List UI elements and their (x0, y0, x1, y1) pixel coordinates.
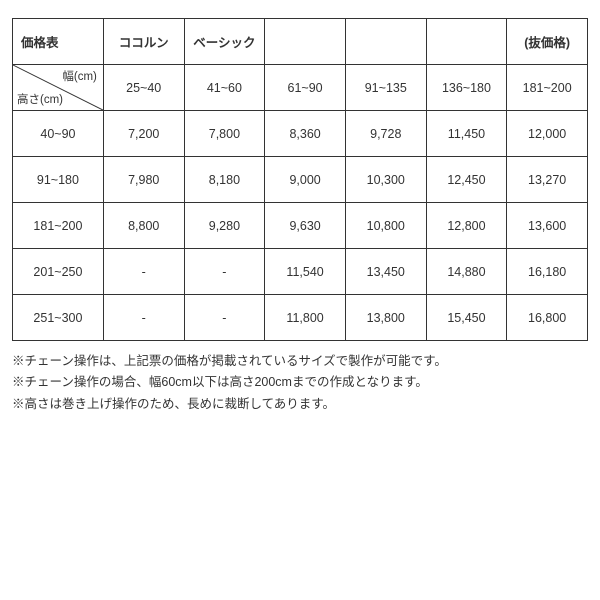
price-cell: 9,280 (184, 203, 265, 249)
price-cell: - (103, 249, 184, 295)
header-empty-3 (426, 19, 507, 65)
width-col-5: 181~200 (507, 65, 588, 111)
price-cell: 13,800 (345, 295, 426, 341)
height-label-cell: 40~90 (13, 111, 104, 157)
header-row-2: 幅(cm) 高さ(cm) 25~40 41~60 61~90 91~135 13… (13, 65, 588, 111)
price-cell: 7,800 (184, 111, 265, 157)
diagonal-header-cell: 幅(cm) 高さ(cm) (13, 65, 104, 111)
table-row: 91~180 7,980 8,180 9,000 10,300 12,450 1… (13, 157, 588, 203)
price-cell: 16,800 (507, 295, 588, 341)
table-row: 40~90 7,200 7,800 8,360 9,728 11,450 12,… (13, 111, 588, 157)
height-label-cell: 251~300 (13, 295, 104, 341)
width-col-3: 91~135 (345, 65, 426, 111)
price-cell: 7,200 (103, 111, 184, 157)
table-row: 181~200 8,800 9,280 9,630 10,800 12,800 … (13, 203, 588, 249)
brand-cell-1: ココルン (103, 19, 184, 65)
table-row: 201~250 - - 11,540 13,450 14,880 16,180 (13, 249, 588, 295)
price-type-cell: (抜価格) (507, 19, 588, 65)
width-col-0: 25~40 (103, 65, 184, 111)
price-cell: 13,600 (507, 203, 588, 249)
price-cell: 8,800 (103, 203, 184, 249)
header-empty-2 (345, 19, 426, 65)
price-cell: - (103, 295, 184, 341)
width-col-2: 61~90 (265, 65, 346, 111)
price-cell: 13,270 (507, 157, 588, 203)
price-cell: 9,630 (265, 203, 346, 249)
width-label: 幅(cm) (62, 68, 97, 84)
price-cell: 14,880 (426, 249, 507, 295)
height-label-cell: 181~200 (13, 203, 104, 249)
header-empty-1 (265, 19, 346, 65)
height-label-cell: 91~180 (13, 157, 104, 203)
price-cell: 12,800 (426, 203, 507, 249)
price-cell: 10,300 (345, 157, 426, 203)
price-cell: 8,180 (184, 157, 265, 203)
price-cell: 11,800 (265, 295, 346, 341)
note-line: ※チェーン操作は、上記票の価格が掲載されているサイズで製作が可能です。 (12, 351, 588, 372)
price-cell: 16,180 (507, 249, 588, 295)
price-cell: 9,000 (265, 157, 346, 203)
price-cell: 12,000 (507, 111, 588, 157)
width-col-4: 136~180 (426, 65, 507, 111)
price-cell: 10,800 (345, 203, 426, 249)
height-label: 高さ(cm) (17, 91, 63, 107)
header-row-1: 価格表 ココルン ベーシック (抜価格) (13, 19, 588, 65)
price-cell: 9,728 (345, 111, 426, 157)
price-cell: 15,450 (426, 295, 507, 341)
height-label-cell: 201~250 (13, 249, 104, 295)
price-cell: 11,540 (265, 249, 346, 295)
price-cell: - (184, 249, 265, 295)
notes-section: ※チェーン操作は、上記票の価格が掲載されているサイズで製作が可能です。 ※チェー… (12, 351, 588, 415)
price-table: 価格表 ココルン ベーシック (抜価格) 幅(cm) 高さ(cm) 25~40 … (12, 18, 588, 341)
price-cell: 8,360 (265, 111, 346, 157)
price-cell: 11,450 (426, 111, 507, 157)
width-col-1: 41~60 (184, 65, 265, 111)
price-cell: 12,450 (426, 157, 507, 203)
price-table-container: 価格表 ココルン ベーシック (抜価格) 幅(cm) 高さ(cm) 25~40 … (0, 0, 600, 415)
price-cell: 13,450 (345, 249, 426, 295)
brand-cell-2: ベーシック (184, 19, 265, 65)
table-row: 251~300 - - 11,800 13,800 15,450 16,800 (13, 295, 588, 341)
note-line: ※高さは巻き上げ操作のため、長めに裁断してあります。 (12, 394, 588, 415)
price-cell: 7,980 (103, 157, 184, 203)
note-line: ※チェーン操作の場合、幅60cm以下は高さ200cmまでの作成となります。 (12, 372, 588, 393)
title-cell: 価格表 (13, 19, 104, 65)
price-cell: - (184, 295, 265, 341)
